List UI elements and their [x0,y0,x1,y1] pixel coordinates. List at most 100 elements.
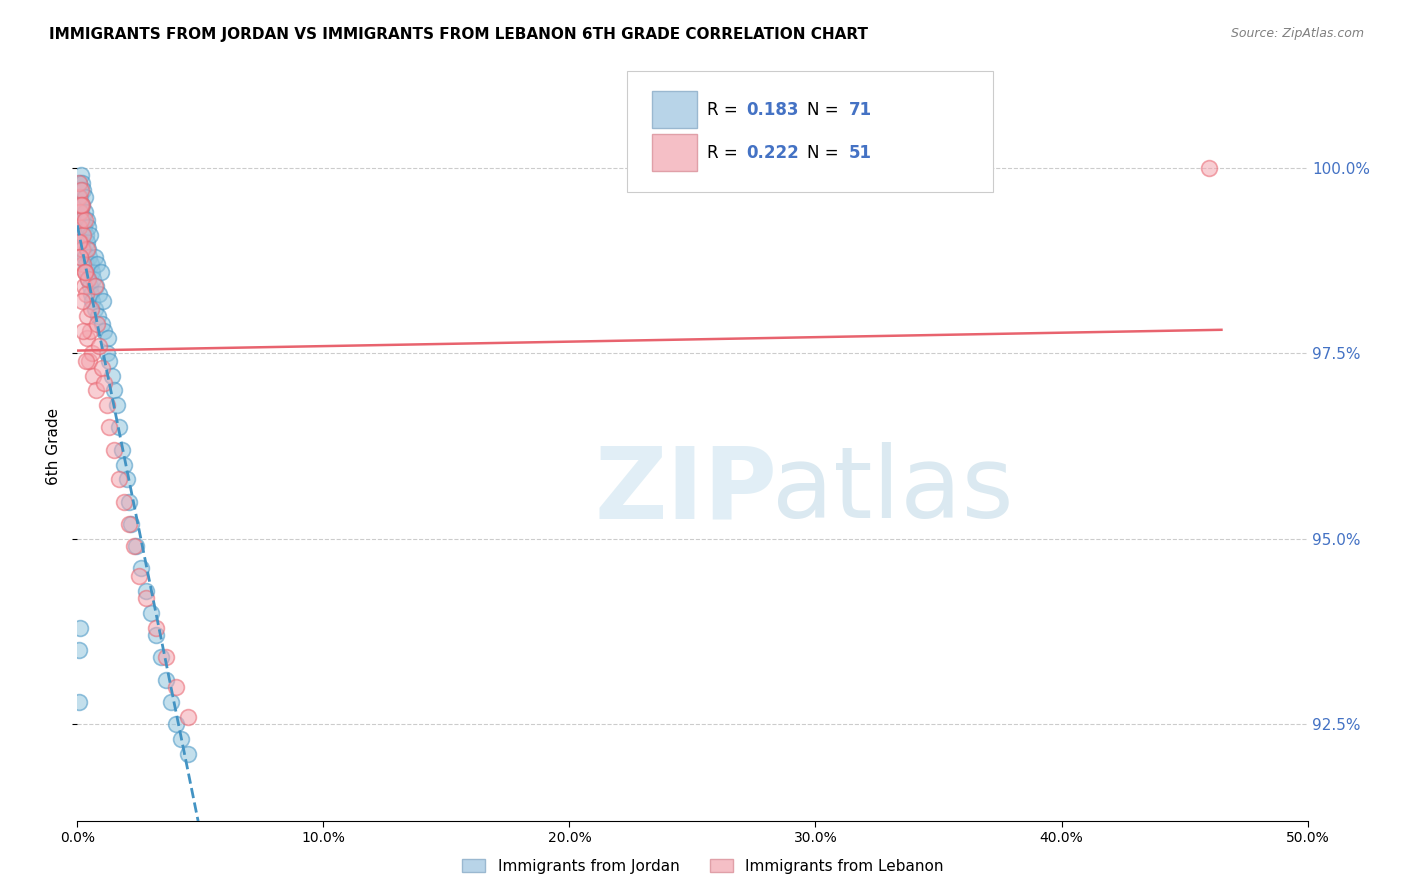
Point [80,287,103,301]
Text: R =: R = [707,144,744,161]
Point [84,279,107,293]
Point [70,205,93,219]
Point [67,190,90,204]
Point [77,272,100,286]
Point [122,539,145,553]
Point [75,287,97,301]
Point [155,650,177,665]
Point [76,309,98,323]
Text: Source: ZipAtlas.com: Source: ZipAtlas.com [1230,27,1364,40]
Point [84,384,107,398]
Point [70,198,93,212]
Point [72,257,94,271]
Point [101,368,124,383]
Point [69,235,91,249]
Point [112,458,135,472]
Text: 0.183: 0.183 [747,101,799,119]
Point [155,673,177,687]
Point [67,220,90,235]
Point [70,198,93,212]
Point [96,398,118,412]
Point [72,227,94,242]
Point [69,250,91,264]
Point [145,621,167,635]
Point [76,243,98,257]
Point [67,695,90,709]
Point [89,287,111,301]
Text: ZIP: ZIP [595,442,778,540]
Text: R =: R = [707,101,744,119]
Point [73,220,96,235]
Point [96,346,118,360]
Text: N =: N = [807,101,844,119]
Point [83,301,105,316]
Point [108,472,131,486]
Point [87,309,110,323]
Point [165,717,187,731]
Point [77,220,100,235]
Point [165,680,187,694]
Point [76,212,98,227]
Text: atlas: atlas [772,442,1014,540]
Point [76,265,98,279]
Point [86,257,108,271]
Point [73,212,96,227]
Point [98,353,121,368]
Point [111,442,132,457]
Point [67,176,90,190]
Point [70,235,93,249]
Point [93,376,115,390]
Point [69,190,91,204]
Point [70,227,93,242]
Point [70,212,93,227]
Point [170,732,193,747]
Point [67,643,90,657]
Point [75,353,97,368]
Point [79,324,101,338]
Point [69,621,91,635]
Point [112,494,135,508]
Point [69,212,91,227]
Point [77,250,100,264]
Point [73,190,96,204]
Point [67,176,90,190]
Y-axis label: 6th Grade: 6th Grade [45,408,60,484]
Point [80,301,103,316]
Point [125,539,148,553]
Point [82,265,104,279]
Point [79,227,101,242]
Point [69,205,91,219]
Point [72,243,94,257]
Text: N =: N = [807,144,844,161]
Point [150,650,173,665]
Point [75,257,97,271]
Point [177,747,200,761]
Point [70,183,93,197]
Point [69,183,91,197]
Point [82,368,104,383]
Point [73,265,96,279]
Point [145,628,167,642]
Point [70,176,93,190]
Text: 0.222: 0.222 [747,144,800,161]
Point [75,205,97,219]
Point [76,331,98,345]
Point [160,695,183,709]
Point [75,227,97,242]
Text: 71: 71 [849,101,872,119]
Point [103,442,125,457]
Point [70,168,93,182]
Point [141,606,163,620]
Point [82,346,104,360]
Point [73,250,96,264]
Point [97,331,120,345]
Point [72,324,94,338]
Point [135,583,157,598]
Point [72,183,94,197]
Point [89,339,111,353]
Point [90,317,114,331]
Text: 51: 51 [849,144,872,161]
Point [90,265,112,279]
Point [86,317,108,331]
Point [177,710,200,724]
